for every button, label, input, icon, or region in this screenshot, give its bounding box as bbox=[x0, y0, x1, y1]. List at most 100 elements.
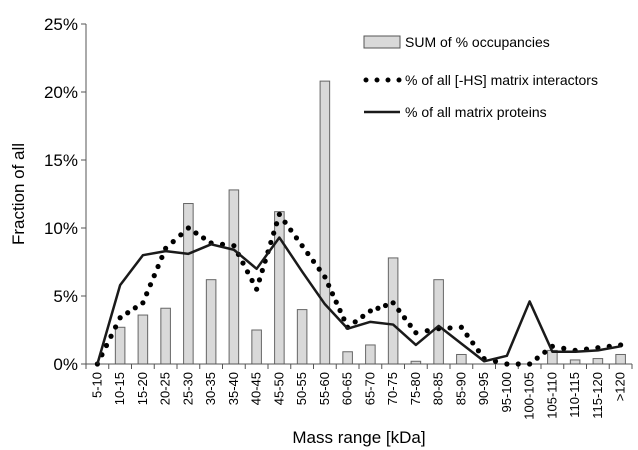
interactor-dot bbox=[382, 302, 389, 309]
bar-occupancy bbox=[433, 279, 444, 365]
bar-occupancy bbox=[569, 359, 581, 365]
bar-occupancy bbox=[342, 351, 353, 365]
x-tick-label: 70-75 bbox=[385, 372, 400, 405]
interactor-dot bbox=[542, 349, 548, 355]
interactor-dot bbox=[326, 282, 332, 288]
interactor-dot bbox=[352, 319, 358, 325]
interactor-dot bbox=[155, 263, 161, 270]
interactor-dot bbox=[163, 245, 169, 251]
interactor-dot bbox=[282, 219, 288, 225]
x-tick-label: 85-90 bbox=[453, 372, 468, 405]
interactor-dot bbox=[424, 328, 430, 334]
x-tick-label: 40-45 bbox=[249, 372, 264, 405]
interactor-dot bbox=[140, 300, 146, 306]
interactor-dot bbox=[329, 291, 336, 297]
interactor-dot bbox=[254, 286, 260, 292]
bar-occupancy bbox=[319, 80, 331, 365]
interactor-dot bbox=[151, 273, 157, 279]
interactor-dot bbox=[125, 310, 131, 316]
interactor-dot bbox=[103, 342, 110, 349]
matrix-proteins-line bbox=[96, 236, 621, 365]
bar-occupancy bbox=[592, 358, 604, 365]
interactor-dot bbox=[293, 235, 300, 241]
x-tick-label: 115-120 bbox=[590, 372, 605, 419]
interactor-dot bbox=[407, 322, 413, 328]
interactor-dot bbox=[464, 332, 470, 338]
y-tick-label: 15% bbox=[44, 151, 78, 170]
interactor-dot bbox=[231, 243, 237, 249]
interactor-dot bbox=[268, 239, 274, 246]
y-tick-label: 10% bbox=[44, 219, 78, 238]
interactor-dot bbox=[316, 266, 322, 272]
interactor-dot bbox=[458, 324, 464, 330]
bar-occupancy bbox=[205, 279, 217, 365]
interactor-dot bbox=[305, 250, 311, 257]
interactor-dot bbox=[375, 305, 381, 311]
x-tick-label: 10-15 bbox=[112, 372, 127, 405]
interactor-dot bbox=[360, 313, 366, 319]
x-tick-label: 35-40 bbox=[226, 372, 241, 405]
legend: SUM of % occupancies % of all [-HS] matr… bbox=[363, 34, 598, 120]
interactor-dot bbox=[470, 340, 476, 346]
x-tick-label: 25-30 bbox=[180, 372, 195, 405]
y-tick-label: 5% bbox=[53, 287, 78, 306]
interactor-dot bbox=[413, 330, 419, 336]
y-axis-title: Fraction of all bbox=[9, 143, 28, 245]
interactor-dot bbox=[341, 316, 347, 322]
interactor-dot bbox=[333, 299, 339, 305]
x-tick-label: 30-35 bbox=[203, 372, 218, 405]
interactor-dot bbox=[475, 348, 482, 354]
x-tick-label: 60-65 bbox=[340, 372, 355, 405]
bar-occupancy bbox=[160, 307, 171, 365]
interactor-dot bbox=[273, 221, 280, 227]
interactor-dot bbox=[504, 361, 510, 367]
interactor-dot bbox=[401, 315, 408, 321]
x-axis-title: Mass range [kDa] bbox=[292, 428, 425, 447]
interactor-dot bbox=[534, 355, 540, 361]
x-tick-label: 55-60 bbox=[317, 372, 332, 405]
interactor-dot bbox=[159, 254, 165, 261]
interactor-dot bbox=[367, 308, 373, 314]
interactor-dot bbox=[193, 230, 199, 236]
x-tick-label: 15-20 bbox=[135, 372, 150, 405]
interactor-dot bbox=[276, 211, 282, 217]
x-tick-label: 100-105 bbox=[522, 372, 537, 420]
interactor-dot bbox=[322, 274, 328, 280]
legend-swatch-bars bbox=[363, 35, 401, 49]
y-tick-label: 25% bbox=[44, 15, 78, 34]
interactor-dot bbox=[108, 333, 114, 339]
interactor-dot bbox=[288, 227, 294, 233]
y-tick-label: 0% bbox=[53, 355, 78, 374]
x-tick-label: 50-55 bbox=[294, 372, 309, 405]
interactor-dot bbox=[337, 307, 343, 314]
bar-occupancy bbox=[251, 329, 262, 365]
bar-occupancy bbox=[274, 211, 285, 365]
x-tick-label: 75-80 bbox=[408, 372, 423, 405]
interactor-dot bbox=[185, 225, 191, 231]
interactor-dot bbox=[244, 269, 251, 275]
bar-occupancy bbox=[228, 189, 240, 365]
interactor-dot bbox=[144, 291, 150, 297]
interactor-dot bbox=[249, 277, 255, 284]
bar-occupancy bbox=[296, 309, 308, 365]
bar-occupancy bbox=[114, 326, 126, 365]
legend-label-line: % of all matrix proteins bbox=[405, 104, 547, 120]
bar-occupancy bbox=[365, 344, 376, 365]
x-tick-label: 90-95 bbox=[476, 372, 491, 405]
x-tick-label: >120 bbox=[613, 372, 628, 401]
x-tick-label: 5-10 bbox=[89, 372, 104, 398]
interactor-dot bbox=[447, 325, 453, 331]
interactor-dot bbox=[310, 258, 317, 264]
bar-occupancy bbox=[456, 353, 467, 365]
interactor-dot bbox=[178, 232, 184, 238]
x-tick-label: 20-25 bbox=[158, 372, 173, 405]
interactor-dot bbox=[112, 324, 119, 330]
x-tick-label: 95-100 bbox=[499, 372, 514, 412]
interactor-dot bbox=[561, 345, 567, 351]
interactor-dot bbox=[117, 315, 123, 321]
interactor-dot bbox=[132, 305, 138, 311]
interactor-dot bbox=[299, 243, 305, 249]
legend-label-dotted: % of all [-HS] matrix interactors bbox=[405, 72, 598, 88]
interactor-dot bbox=[147, 282, 154, 288]
